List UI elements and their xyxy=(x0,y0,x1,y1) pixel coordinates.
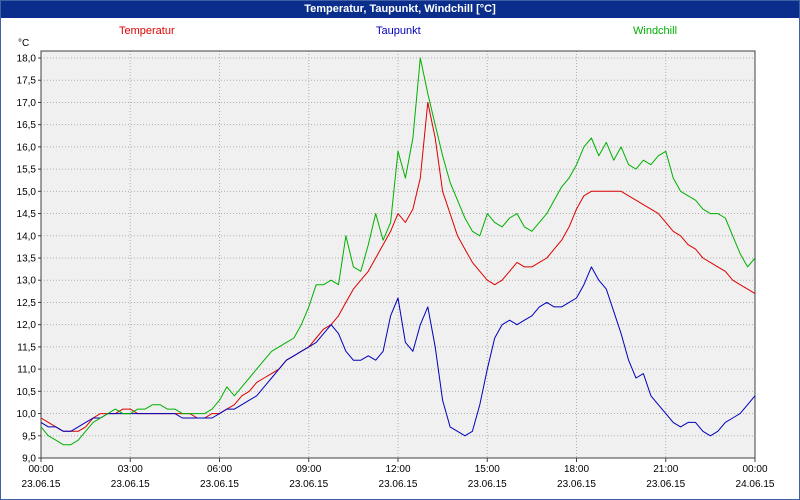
x-tick-date-label: 23.06.15 xyxy=(468,479,507,490)
legend-taupunkt: Taupunkt xyxy=(376,25,421,37)
x-tick-time-label: 00:00 xyxy=(28,464,53,475)
chart-title-bar: Temperatur, Taupunkt, Windchill [°C] xyxy=(1,1,799,18)
x-tick-time-label: 09:00 xyxy=(296,464,321,475)
x-tick-date-label: 23.06.15 xyxy=(200,479,239,490)
y-tick-label: 10,0 xyxy=(17,409,37,420)
x-tick-date-label: 23.06.15 xyxy=(22,479,61,490)
x-tick-date-label: 23.06.15 xyxy=(379,479,418,490)
y-tick-label: 15,5 xyxy=(17,165,37,176)
x-tick-time-label: 03:00 xyxy=(118,464,143,475)
y-tick-label: 12,5 xyxy=(17,298,37,309)
y-tick-label: 16,0 xyxy=(17,142,37,153)
legend-temperatur: Temperatur xyxy=(119,25,175,37)
y-tick-label: 11,5 xyxy=(17,342,36,353)
y-tick-label: 13,0 xyxy=(17,276,37,287)
chart-title: Temperatur, Taupunkt, Windchill [°C] xyxy=(304,3,496,15)
x-tick-date-label: 23.06.15 xyxy=(111,479,150,490)
y-tick-label: 11,0 xyxy=(17,365,36,376)
y-tick-label: 10,5 xyxy=(17,387,37,398)
y-tick-label: 14,5 xyxy=(17,209,37,220)
y-tick-label: 12,0 xyxy=(17,320,37,331)
x-tick-date-label: 23.06.15 xyxy=(557,479,596,490)
y-axis-unit-label: °C xyxy=(18,38,30,49)
x-tick-time-label: 00:00 xyxy=(742,464,767,475)
y-tick-label: 14,0 xyxy=(17,231,37,242)
y-tick-label: 16,5 xyxy=(17,120,37,131)
x-tick-time-label: 21:00 xyxy=(653,464,678,475)
y-tick-label: 9,0 xyxy=(22,454,36,465)
x-tick-date-label: 23.06.15 xyxy=(646,479,685,490)
y-tick-label: 13,5 xyxy=(17,254,37,265)
x-tick-time-label: 18:00 xyxy=(564,464,589,475)
y-tick-label: 18,0 xyxy=(17,54,37,65)
series-line-taupunkt xyxy=(40,266,756,437)
y-tick-label: 17,5 xyxy=(17,76,37,87)
x-tick-date-label: 23.06.15 xyxy=(289,479,328,490)
y-tick-label: 9,5 xyxy=(22,431,36,442)
series-line-windchill xyxy=(40,57,756,446)
y-tick-label: 15,0 xyxy=(17,187,37,198)
x-tick-date-label: 24.06.15 xyxy=(736,479,775,490)
x-tick-time-label: 06:00 xyxy=(207,464,232,475)
legend-windchill: Windchill xyxy=(633,25,678,37)
x-tick-time-label: 12:00 xyxy=(385,464,410,475)
x-tick-time-label: 15:00 xyxy=(475,464,500,475)
y-tick-label: 17,0 xyxy=(17,98,37,109)
